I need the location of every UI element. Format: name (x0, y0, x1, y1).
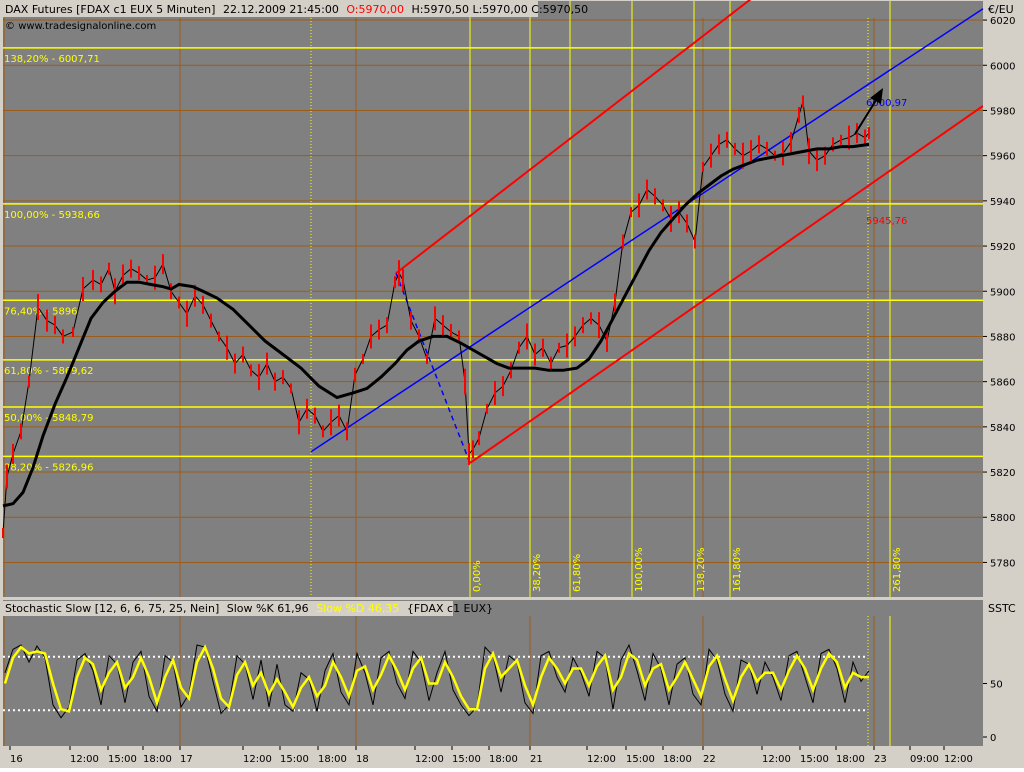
arrow-head (870, 88, 883, 104)
ohlc-label: H:5970,50 L:5970,00 C:5970,50 (412, 3, 589, 16)
time-tick-label-9: 12:00 (415, 754, 444, 765)
time-tick-label-22: 12:00 (944, 754, 973, 765)
channel-mid-blue (310, 8, 984, 453)
time-fib-label-4: 138,20% (696, 548, 707, 593)
time-axis: 16 12:00 15:00 18:00 17 12:00 15:00 18:00 18 12:0… (9, 746, 973, 765)
time-fib-label-2: 61,80% (572, 554, 583, 592)
stochastic-d-value: Slow %D 46,35 (316, 602, 399, 615)
time-tick-label-3: 18:00 (143, 754, 172, 765)
price-tick-label-5980: 5980 (990, 106, 1015, 117)
currency-label: €/EU (988, 3, 1014, 16)
trend-arrow (854, 88, 883, 135)
time-tick-label-21: 09:00 (910, 754, 939, 765)
website-text: www.tradesignalonline.com (18, 21, 156, 32)
price-panel[interactable] (3, 1, 983, 597)
time-tick-label-0: 16 (10, 754, 23, 765)
stochastic-header-bar (3, 601, 453, 616)
price-tick-label-5940: 5940 (990, 197, 1015, 208)
time-fib-label-6: 261,80% (892, 548, 903, 593)
fib-level-label-1: 100,00% - 5938,66 (4, 210, 100, 221)
price-tick-label-5860: 5860 (990, 378, 1015, 389)
stochastic-panel-label: SSTC (988, 602, 1016, 615)
channel-lower-value: 5945,76 (866, 216, 907, 227)
price-tick-label-5960: 5960 (990, 152, 1015, 163)
price-tick-label-5880: 5880 (990, 332, 1015, 343)
stoch-tick-label-50: 50 (990, 680, 1003, 691)
time-tick-label-19: 18:00 (836, 754, 865, 765)
price-tick-label-5920: 5920 (990, 242, 1015, 253)
time-tick-label-15: 18:00 (663, 754, 692, 765)
time-tick-label-8: 18 (356, 754, 369, 765)
price-tick-label-5780: 5780 (990, 558, 1015, 569)
price-tick-label-6000: 6000 (990, 61, 1015, 72)
fib-level-label-3: 61,80% - 5869,62 (4, 366, 93, 377)
stochastic-title: Stochastic Slow [12, 6, 6, 75, 25, Nein]… (5, 602, 493, 615)
price-tick-label-5800: 5800 (990, 513, 1015, 524)
time-tick-label-12: 21 (530, 754, 543, 765)
stochastic-series (3, 643, 870, 719)
stochastic-header: Stochastic Slow [12, 6, 6, 75, 25, Nein]… (3, 601, 1016, 616)
stoch-d-line (3, 644, 869, 713)
time-tick-label-11: 18:00 (489, 754, 518, 765)
time-tick-label-2: 15:00 (108, 754, 137, 765)
header-bar (3, 1, 538, 17)
channel-upper-value: 6000,97 (866, 98, 907, 109)
datetime-label: 22.12.2009 21:45:00 (223, 3, 339, 16)
time-tick-label-6: 15:00 (280, 754, 309, 765)
trend-channels: 6000,97 5945,76 (310, 0, 984, 464)
stoch-k-line (4, 643, 870, 719)
time-fib-label-3: 100,00% (634, 548, 645, 593)
time-fib-label-1: 38,20% (532, 554, 543, 592)
price-tick-label-6020: 6020 (990, 16, 1015, 27)
stoch-tick-label-0: 0 (990, 733, 996, 744)
stochastic-panel[interactable] (3, 600, 983, 746)
stochastic-source: {FDAX c1 EUX} (407, 602, 493, 615)
time-fibonacci-lines: 0,00% 38,20% 61,80% 100,00% 138,20% 161,80% 26… (469, 1, 903, 597)
time-tick-label-17: 12:00 (762, 754, 791, 765)
stochastic-axis: 0 50 (983, 616, 1024, 746)
price-series (2, 95, 870, 539)
moving-average-line (2, 142, 870, 508)
arrow-shaft (854, 96, 879, 135)
time-tick-label-16: 22 (703, 754, 716, 765)
time-tick-label-13: 12:00 (587, 754, 616, 765)
price-axis: 5780 5800 5820 5840 5860 5880 5900 5920 5940 5960… (983, 16, 1024, 598)
instrument-title: DAX Futures [FDAX c1 EUX 5 Minuten] 22.1… (5, 3, 588, 16)
price-tick-label-5840: 5840 (990, 423, 1015, 434)
time-tick-label-14: 15:00 (626, 754, 655, 765)
channel-lower-red (469, 105, 984, 464)
time-axis-bar (0, 746, 1024, 768)
time-tick-label-18: 15:00 (800, 754, 829, 765)
website-label: © www.tradesignalonline.com (5, 21, 156, 32)
instrument-label: DAX Futures [FDAX c1 EUX 5 Minuten] (5, 3, 215, 16)
time-tick-label-10: 15:00 (452, 754, 481, 765)
price-axis-bar (983, 18, 1024, 598)
fib-level-label-0: 138,20% - 6007,71 (4, 54, 100, 65)
channel-upper-red (395, 0, 752, 274)
price-tick-label-5900: 5900 (990, 287, 1015, 298)
open-label: O:5970,00 (346, 3, 404, 16)
time-fib-label-0: 0,00% (472, 560, 483, 592)
moving-average (2, 142, 870, 508)
channel-swing-dashed (395, 272, 471, 464)
time-tick-label-20: 23 (874, 754, 887, 765)
time-tick-label-4: 17 (180, 754, 193, 765)
stoch-axis-bar (983, 616, 1024, 746)
fib-level-label-5: 38,20% - 5826,96 (4, 462, 93, 473)
stochastic-name: Stochastic Slow [12, 6, 6, 75, 25, Nein] (5, 602, 219, 615)
time-tick-label-1: 12:00 (70, 754, 99, 765)
time-tick-label-5: 12:00 (243, 754, 272, 765)
time-fib-label-5: 161,80% (732, 548, 743, 593)
price-tick-label-5820: 5820 (990, 468, 1015, 479)
stochastic-k-value: Slow %K 61,96 (227, 602, 309, 615)
chart-header: DAX Futures [FDAX c1 EUX 5 Minuten] 22.1… (3, 1, 1014, 32)
time-tick-label-7: 18:00 (318, 754, 347, 765)
